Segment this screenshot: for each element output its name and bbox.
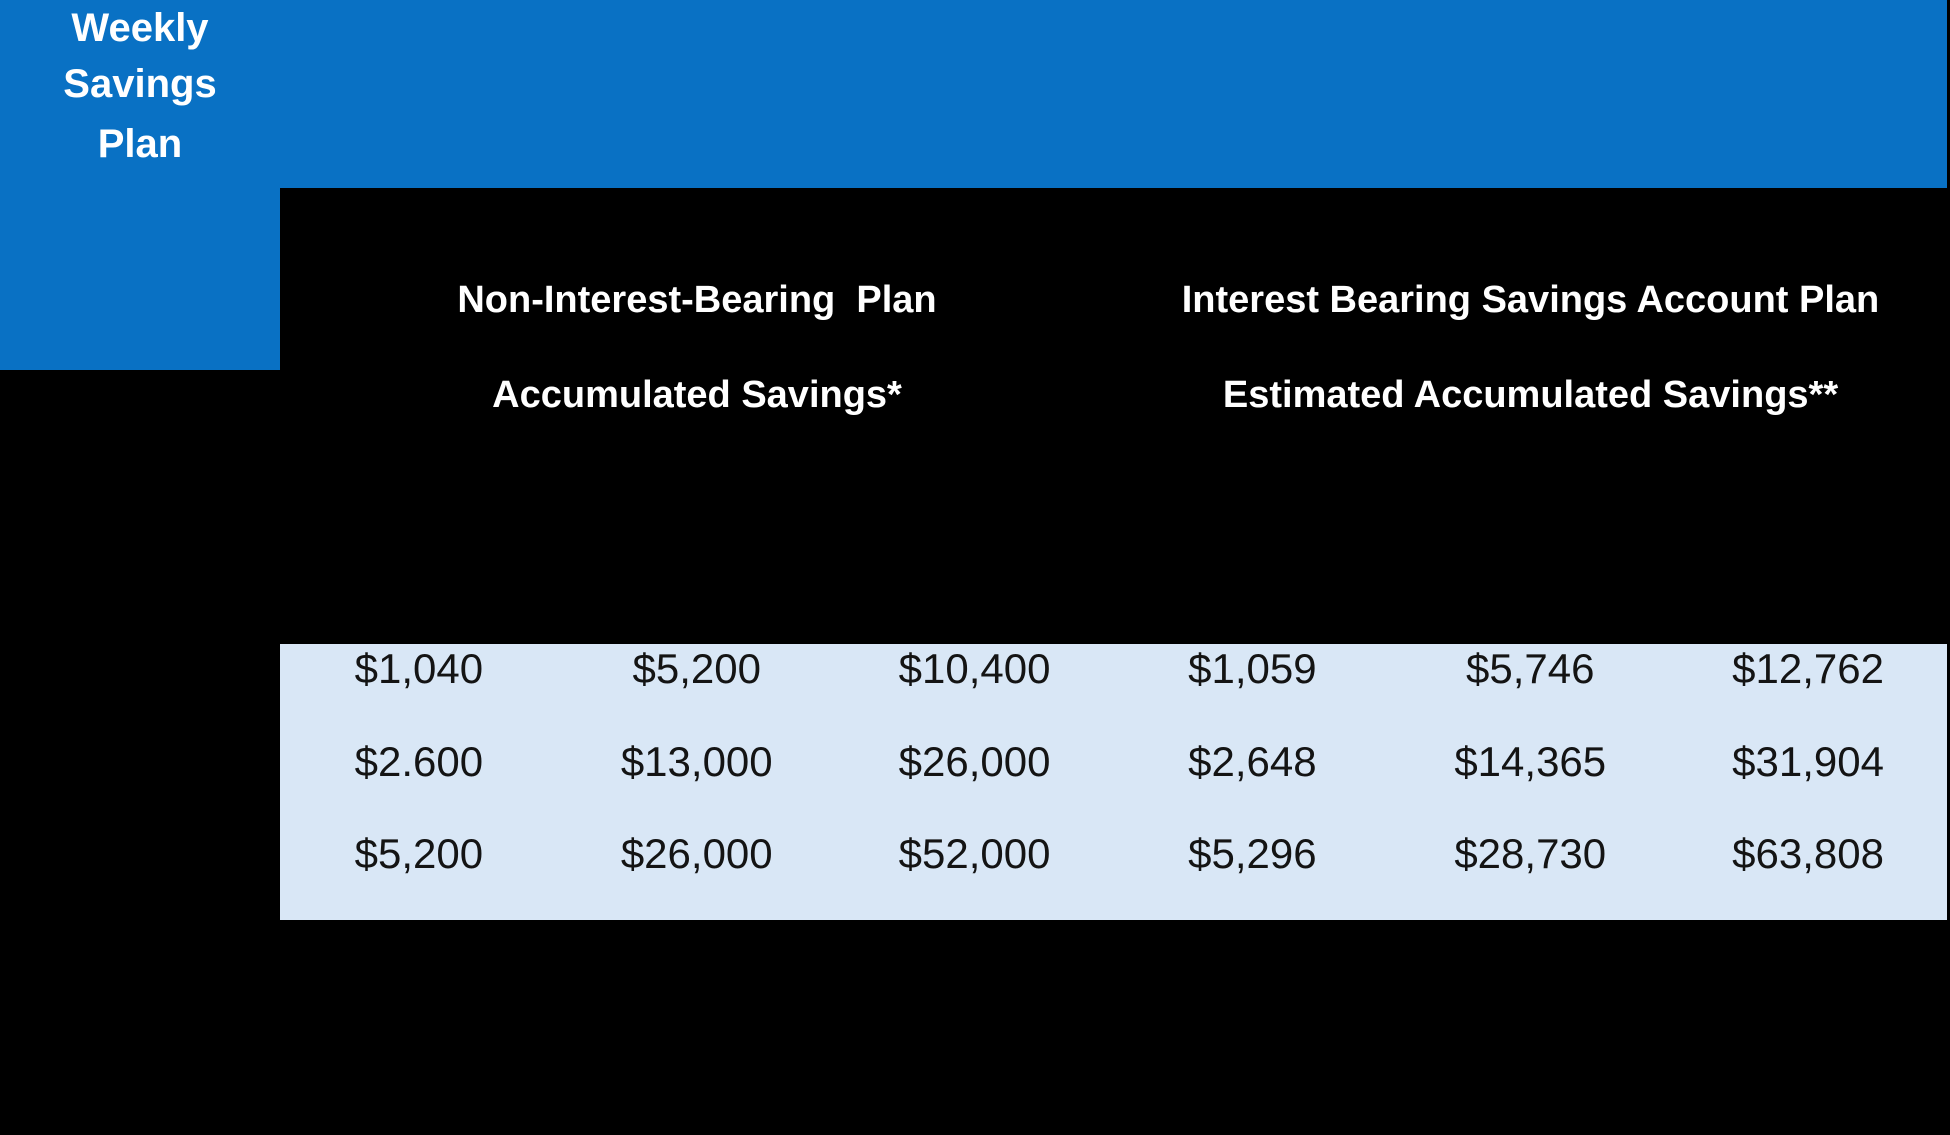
table-cell: $5,746 <box>1466 645 1595 692</box>
group1-subtitle: Accumulated Savings* <box>492 374 902 416</box>
table-row: $2.600 $13,000 $26,000 $2,648 $14,365 $3… <box>280 737 1947 787</box>
table-row: $1,040 $5,200 $10,400 $1,059 $5,746 $12,… <box>280 644 1947 694</box>
table-cell: $1,040 <box>354 645 484 692</box>
table-cell: $5,296 <box>1188 830 1317 877</box>
table-cell: $26,000 <box>898 738 1051 785</box>
table-cell: $12,762 <box>1732 645 1884 692</box>
table-cell: $5,200 <box>632 645 761 692</box>
table-cell: $52,000 <box>898 830 1051 877</box>
group-header-non-interest-bearing-plan: Non-Interest-Bearing Plan Accumulated Sa… <box>280 274 1114 462</box>
table-cell: $63,808 <box>1732 830 1884 877</box>
table-cell: $2.600 <box>354 738 484 785</box>
weekly-savings-plan-column-background <box>0 0 280 370</box>
table-data-area: $1,040 $5,200 $10,400 $1,059 $5,746 $12,… <box>280 644 1947 920</box>
table-cell: $2,648 <box>1188 738 1317 785</box>
table-header-band <box>0 0 1947 188</box>
group-header-interest-bearing-savings-account-plan: Interest Bearing Savings Account Plan Es… <box>1114 274 1947 462</box>
table-cell: $28,730 <box>1454 830 1607 877</box>
table-cell: $31,904 <box>1732 738 1884 785</box>
table-cell: $1,059 <box>1188 645 1317 692</box>
group2-subtitle: Estimated Accumulated Savings** <box>1222 374 1839 416</box>
corner-header-weekly-savings-plan: Weekly Savings Plan <box>0 0 280 188</box>
corner-header-line-3: Plan <box>97 122 183 166</box>
table-cell: $10,400 <box>898 645 1051 692</box>
corner-header-line-1: Weekly <box>71 6 209 50</box>
corner-header-line-2: Savings <box>63 62 217 106</box>
table-row: $5,200 $26,000 $52,000 $5,296 $28,730 $6… <box>280 829 1947 879</box>
table-cell: $5,200 <box>354 830 484 877</box>
table-cell: $14,365 <box>1454 738 1607 785</box>
group2-title: Interest Bearing Savings Account Plan <box>1181 279 1880 321</box>
table-cell: $13,000 <box>620 738 773 785</box>
group1-title: Non-Interest-Bearing Plan <box>457 279 937 321</box>
table-cell: $26,000 <box>620 830 773 877</box>
